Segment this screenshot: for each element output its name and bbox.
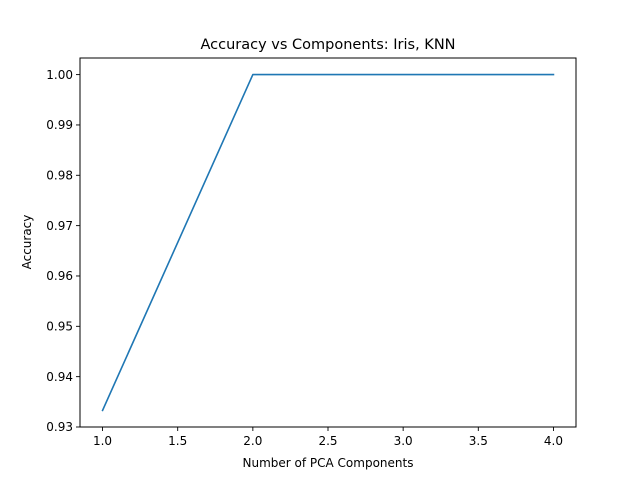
x-tick-label: 3.5 xyxy=(469,434,488,448)
x-axis-label: Number of PCA Components xyxy=(243,456,414,470)
y-tick-label: 0.96 xyxy=(46,269,73,283)
y-tick-label: 0.98 xyxy=(46,168,73,182)
y-tick-label: 0.99 xyxy=(46,118,73,132)
y-tick-label: 0.95 xyxy=(46,320,73,334)
x-tick-label: 1.0 xyxy=(93,434,112,448)
y-tick-label: 0.93 xyxy=(46,420,73,434)
y-tick-label: 0.97 xyxy=(46,219,73,233)
x-tick-label: 1.5 xyxy=(168,434,187,448)
y-tick-label: 0.94 xyxy=(46,370,73,384)
x-tick-label: 2.5 xyxy=(318,434,337,448)
y-axis-label: Accuracy xyxy=(20,215,34,270)
y-tick-label: 1.00 xyxy=(46,68,73,82)
x-tick-label: 4.0 xyxy=(544,434,563,448)
x-tick-label: 3.0 xyxy=(394,434,413,448)
x-tick-label: 2.0 xyxy=(243,434,262,448)
chart-title: Accuracy vs Components: Iris, KNN xyxy=(200,37,455,53)
